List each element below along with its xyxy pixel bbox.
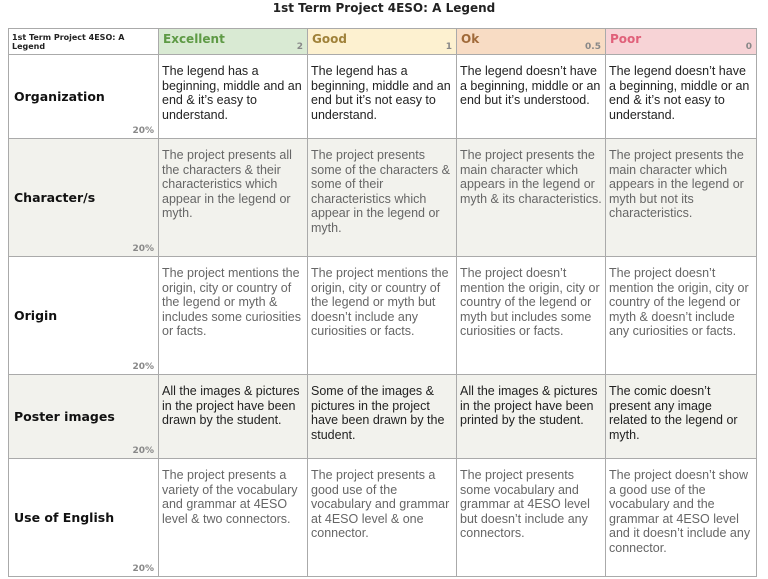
level-points: 1 — [445, 42, 452, 52]
level-header: Excellent 2 — [158, 28, 308, 55]
descriptor-cell: The comic doesn’t present any image rela… — [605, 374, 757, 459]
descriptor-cell: The legend doesn’t have a beginning, mid… — [456, 54, 606, 139]
criterion-row: Character/s 20% The project presents all t… — [8, 138, 757, 257]
descriptor-cell: The project doesn’t show a good use of t… — [605, 458, 757, 577]
criterion-name: Origin — [14, 308, 58, 323]
title: 1st Term Project 4ESO: A Legend — [272, 1, 496, 15]
level-points: 0 — [745, 42, 752, 52]
criterion-weight: 20% — [132, 446, 154, 456]
criterion-weight: 20% — [132, 362, 154, 372]
rubric-table: 1st Term Project 4ESO: A Legend Excellent… — [8, 28, 757, 577]
criterion-name: Use of English — [14, 510, 115, 525]
descriptor-cell: The project mentions the origin, city or… — [307, 256, 457, 375]
descriptor-cell: Some of the images & pictures in the pro… — [307, 374, 457, 459]
criterion-weight: 20% — [132, 126, 154, 136]
descriptor-cell: The project presents all the characters … — [158, 138, 308, 257]
criterion-name: Poster images — [14, 409, 115, 424]
level-name: Excellent — [163, 32, 225, 46]
descriptor-cell: The project presents some vocabulary and… — [456, 458, 606, 577]
criterion-row: Poster images 20% All the images & picture… — [8, 374, 757, 459]
level-points: 2 — [296, 42, 303, 52]
criterion-row: Organization 20% The legend has a beginnin… — [8, 54, 757, 139]
descriptor-cell: The project doesn’t mention the origin, … — [456, 256, 606, 375]
descriptor-cell: The legend has a beginning, middle and a… — [307, 54, 457, 139]
descriptor-cell: All the images & pictures in the project… — [158, 374, 308, 459]
level-name: Good — [312, 32, 347, 46]
criterion-row: Use of English 20% The project presents a … — [8, 458, 757, 577]
descriptor-cell: The legend has a beginning, middle and a… — [158, 54, 308, 139]
corner-label: 1st Term Project 4ESO: A Legend — [8, 28, 159, 55]
criterion-weight: 20% — [132, 564, 154, 574]
level-header: Poor 0 — [605, 28, 757, 55]
descriptor-cell: The project mentions the origin, city or… — [158, 256, 308, 375]
descriptor-cell: The project presents a good use of the v… — [307, 458, 457, 577]
descriptor-cell: The project presents the main character … — [456, 138, 606, 257]
descriptor-cell: The project doesn’t mention the origin, … — [605, 256, 757, 375]
descriptor-cell: The project presents some of the charact… — [307, 138, 457, 257]
level-header: Good 1 — [307, 28, 457, 55]
criterion-name: Organization — [14, 89, 105, 104]
criterion-cell: Organization 20% — [8, 54, 159, 139]
level-points: 0.5 — [585, 42, 601, 52]
level-name: Ok — [461, 32, 480, 46]
criterion-cell: Character/s 20% — [8, 138, 159, 257]
descriptor-cell: All the images & pictures in the project… — [456, 374, 606, 459]
level-header: Ok 0.5 — [456, 28, 606, 55]
level-name: Poor — [610, 32, 642, 46]
criterion-row: Origin 20% The project mentions the origin… — [8, 256, 757, 375]
criterion-cell: Origin 20% — [8, 256, 159, 375]
descriptor-cell: The project presents the main character … — [605, 138, 757, 257]
criterion-cell: Poster images 20% — [8, 374, 159, 459]
criterion-cell: Use of English 20% — [8, 458, 159, 577]
header-row: 1st Term Project 4ESO: A Legend Excellent… — [8, 28, 757, 55]
descriptor-cell: The legend doesn’t have a beginning, mid… — [605, 54, 757, 139]
descriptor-cell: The project presents a variety of the vo… — [158, 458, 308, 577]
criterion-weight: 20% — [132, 244, 154, 254]
criterion-name: Character/s — [14, 190, 96, 205]
